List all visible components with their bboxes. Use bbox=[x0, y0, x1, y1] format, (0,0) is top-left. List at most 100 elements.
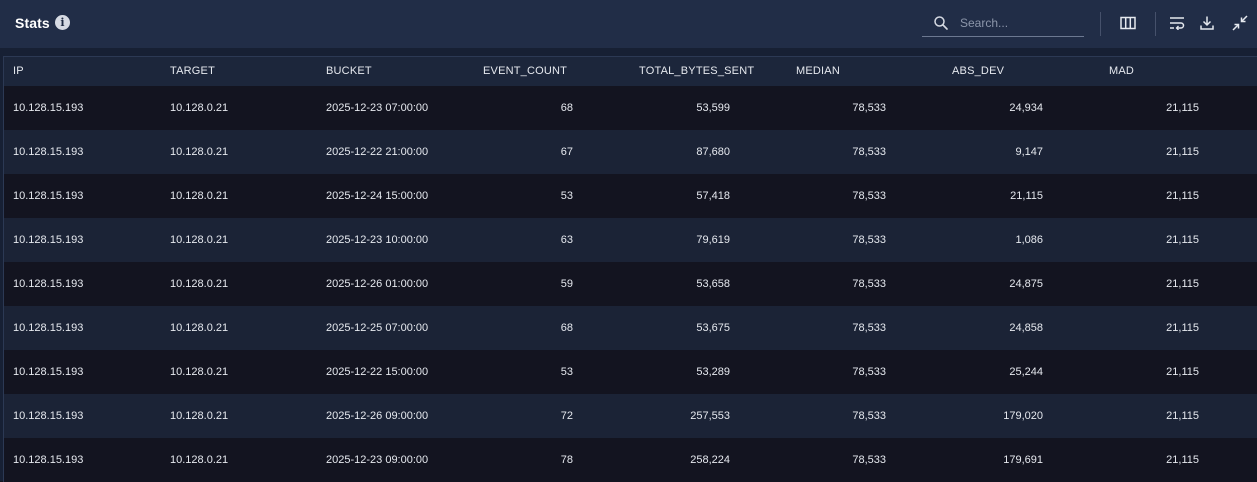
download-button[interactable] bbox=[1197, 13, 1217, 33]
column-header-event-count[interactable]: EVENT_COUNT bbox=[483, 65, 568, 77]
table-row[interactable]: 10.128.15.193 10.128.0.21 2025-12-26 01:00… bbox=[4, 262, 1257, 306]
column-header-mad[interactable]: MAD bbox=[1109, 65, 1135, 77]
cell-abs-dev: 24,858 bbox=[1009, 322, 1043, 334]
table-row[interactable]: 10.128.15.193 10.128.0.21 2025-12-22 15:00… bbox=[4, 350, 1257, 394]
cell-ip: 10.128.15.193 bbox=[13, 410, 84, 422]
cell-bucket: 2025-12-23 07:00:00 bbox=[326, 102, 429, 114]
cell-median: 78,533 bbox=[852, 454, 886, 466]
columns-icon bbox=[1120, 16, 1136, 30]
cell-mad: 21,115 bbox=[1166, 278, 1199, 290]
table-row[interactable]: 10.128.15.193 10.128.0.21 2025-12-25 07:00… bbox=[4, 306, 1257, 350]
cell-bucket: 2025-12-26 01:00:00 bbox=[326, 278, 429, 290]
cell-total-bytes-sent: 258,224 bbox=[690, 454, 730, 466]
cell-bucket: 2025-12-24 15:00:00 bbox=[326, 190, 429, 202]
cell-bucket: 2025-12-23 10:00:00 bbox=[326, 234, 429, 246]
cell-target: 10.128.0.21 bbox=[170, 102, 229, 114]
cell-median: 78,533 bbox=[852, 102, 886, 114]
cell-mad: 21,115 bbox=[1166, 234, 1199, 246]
cell-median: 78,533 bbox=[852, 366, 886, 378]
cell-abs-dev: 9,147 bbox=[1015, 146, 1043, 158]
stats-table: IP TARGET BUCKET EVENT_COUNT TOTAL_BYTES… bbox=[3, 56, 1257, 482]
info-icon[interactable]: i bbox=[55, 15, 70, 30]
collapse-button[interactable] bbox=[1230, 13, 1250, 33]
column-header-bucket[interactable]: BUCKET bbox=[326, 65, 372, 77]
search-icon bbox=[934, 16, 948, 30]
table-row[interactable]: 10.128.15.193 10.128.0.21 2025-12-23 10:00… bbox=[4, 218, 1257, 262]
table-row[interactable]: 10.128.15.193 10.128.0.21 2025-12-24 15:00… bbox=[4, 174, 1257, 218]
search-input[interactable] bbox=[960, 13, 1078, 33]
cell-bucket: 2025-12-25 07:00:00 bbox=[326, 322, 429, 334]
cell-mad: 21,115 bbox=[1166, 366, 1199, 378]
cell-median: 78,533 bbox=[852, 234, 886, 246]
table-row[interactable]: 10.128.15.193 10.128.0.21 2025-12-26 09:00… bbox=[4, 394, 1257, 438]
cell-median: 78,533 bbox=[852, 190, 886, 202]
cell-event-count: 63 bbox=[560, 234, 573, 246]
cell-total-bytes-sent: 53,289 bbox=[696, 366, 730, 378]
cell-bucket: 2025-12-22 15:00:00 bbox=[326, 366, 429, 378]
wrap-text-icon bbox=[1170, 17, 1185, 30]
cell-target: 10.128.0.21 bbox=[170, 190, 229, 202]
cell-mad: 21,115 bbox=[1166, 190, 1199, 202]
toolbar-divider bbox=[1100, 12, 1101, 36]
cell-event-count: 53 bbox=[560, 366, 573, 378]
columns-button[interactable] bbox=[1118, 13, 1138, 33]
search-box[interactable] bbox=[922, 10, 1084, 37]
cell-ip: 10.128.15.193 bbox=[13, 190, 84, 202]
cell-mad: 21,115 bbox=[1166, 146, 1199, 158]
column-header-ip[interactable]: IP bbox=[13, 65, 24, 77]
cell-target: 10.128.0.21 bbox=[170, 322, 229, 334]
table-row[interactable]: 10.128.15.193 10.128.0.21 2025-12-23 09:00… bbox=[4, 438, 1257, 482]
cell-target: 10.128.0.21 bbox=[170, 146, 229, 158]
cell-abs-dev: 24,934 bbox=[1009, 102, 1043, 114]
table-row[interactable]: 10.128.15.193 10.128.0.21 2025-12-23 07:00… bbox=[4, 86, 1257, 130]
cell-event-count: 53 bbox=[560, 190, 573, 202]
table-row[interactable]: 10.128.15.193 10.128.0.21 2025-12-22 21:00… bbox=[4, 130, 1257, 174]
cell-ip: 10.128.15.193 bbox=[13, 322, 84, 334]
cell-ip: 10.128.15.193 bbox=[13, 146, 84, 158]
cell-bucket: 2025-12-22 21:00:00 bbox=[326, 146, 429, 158]
cell-abs-dev: 1,086 bbox=[1015, 234, 1043, 246]
cell-event-count: 72 bbox=[560, 410, 573, 422]
cell-bucket: 2025-12-23 09:00:00 bbox=[326, 454, 429, 466]
toolbar-divider bbox=[1155, 12, 1156, 36]
cell-bucket: 2025-12-26 09:00:00 bbox=[326, 410, 429, 422]
cell-median: 78,533 bbox=[852, 278, 886, 290]
cell-total-bytes-sent: 79,619 bbox=[696, 234, 730, 246]
column-header-abs-dev[interactable]: ABS_DEV bbox=[952, 65, 1005, 77]
cell-median: 78,533 bbox=[852, 322, 886, 334]
table-header: IP TARGET BUCKET EVENT_COUNT TOTAL_BYTES… bbox=[4, 57, 1257, 86]
wrap-text-button[interactable] bbox=[1167, 13, 1187, 33]
cell-target: 10.128.0.21 bbox=[170, 454, 229, 466]
cell-target: 10.128.0.21 bbox=[170, 366, 229, 378]
cell-event-count: 67 bbox=[560, 146, 573, 158]
cell-ip: 10.128.15.193 bbox=[13, 366, 84, 378]
cell-target: 10.128.0.21 bbox=[170, 278, 229, 290]
cell-ip: 10.128.15.193 bbox=[13, 278, 84, 290]
cell-target: 10.128.0.21 bbox=[170, 234, 229, 246]
cell-abs-dev: 179,691 bbox=[1003, 454, 1043, 466]
cell-total-bytes-sent: 57,418 bbox=[696, 190, 730, 202]
cell-mad: 21,115 bbox=[1166, 454, 1199, 466]
cell-event-count: 78 bbox=[560, 454, 573, 466]
cell-median: 78,533 bbox=[852, 146, 886, 158]
cell-target: 10.128.0.21 bbox=[170, 410, 229, 422]
cell-median: 78,533 bbox=[852, 410, 886, 422]
panel-header: Stats i bbox=[0, 0, 1257, 48]
cell-abs-dev: 25,244 bbox=[1009, 366, 1043, 378]
cell-event-count: 59 bbox=[560, 278, 573, 290]
panel-title: Stats bbox=[15, 15, 50, 31]
column-header-target[interactable]: TARGET bbox=[170, 65, 215, 77]
cell-total-bytes-sent: 53,675 bbox=[696, 322, 730, 334]
cell-total-bytes-sent: 87,680 bbox=[696, 146, 730, 158]
cell-mad: 21,115 bbox=[1166, 410, 1199, 422]
download-icon bbox=[1200, 16, 1214, 30]
cell-ip: 10.128.15.193 bbox=[13, 234, 84, 246]
cell-ip: 10.128.15.193 bbox=[13, 454, 84, 466]
cell-total-bytes-sent: 257,553 bbox=[690, 410, 730, 422]
cell-mad: 21,115 bbox=[1166, 102, 1199, 114]
collapse-icon bbox=[1232, 15, 1248, 31]
cell-abs-dev: 24,875 bbox=[1009, 278, 1043, 290]
column-header-total-bytes-sent[interactable]: TOTAL_BYTES_SENT bbox=[639, 65, 755, 77]
column-header-median[interactable]: MEDIAN bbox=[796, 65, 840, 77]
